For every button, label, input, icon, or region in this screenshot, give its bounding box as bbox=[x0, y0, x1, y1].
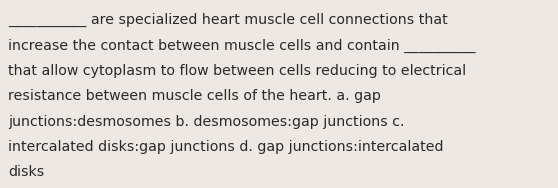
Text: that allow cytoplasm to flow between cells reducing to electrical: that allow cytoplasm to flow between cel… bbox=[8, 64, 466, 78]
Text: ___________ are specialized heart muscle cell connections that: ___________ are specialized heart muscle… bbox=[8, 13, 448, 27]
Text: disks: disks bbox=[8, 165, 45, 179]
Text: intercalated disks:gap junctions d. gap junctions:intercalated: intercalated disks:gap junctions d. gap … bbox=[8, 140, 444, 154]
Text: increase the contact between muscle cells and contain __________: increase the contact between muscle cell… bbox=[8, 39, 476, 53]
Text: resistance between muscle cells of the heart. a. gap: resistance between muscle cells of the h… bbox=[8, 89, 381, 103]
Text: junctions:desmosomes b. desmosomes:gap junctions c.: junctions:desmosomes b. desmosomes:gap j… bbox=[8, 115, 405, 129]
